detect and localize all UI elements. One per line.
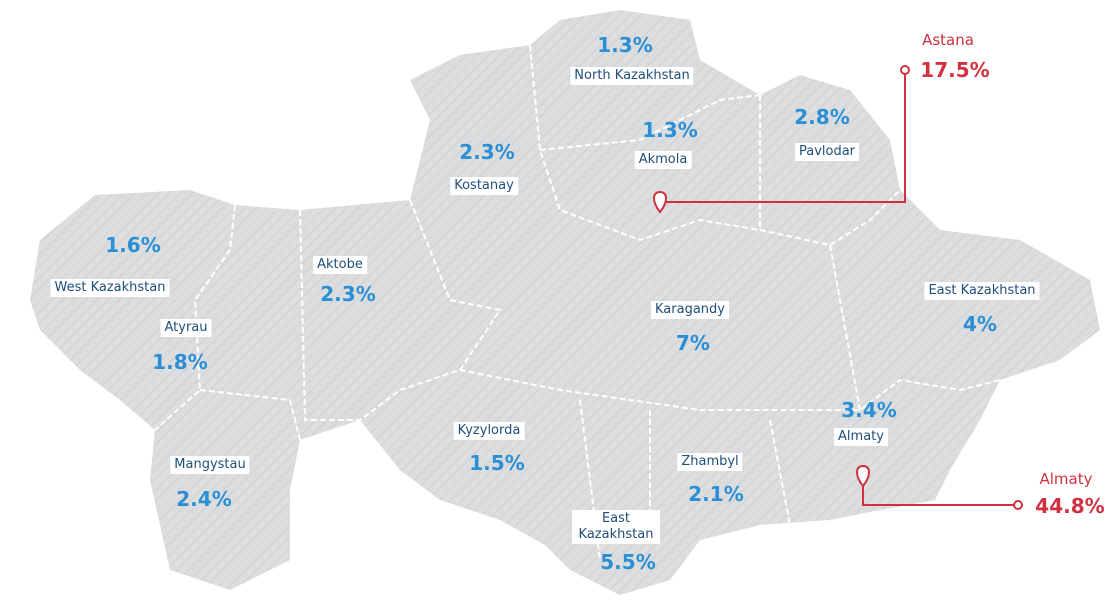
region-name: Aktobe [313, 256, 367, 274]
region-name: East Kazakhstan [572, 510, 660, 544]
city-share: 17.5% [920, 58, 990, 82]
region-share: 1.3% [642, 118, 698, 142]
region-share: 1.5% [469, 451, 525, 475]
almaty-leader [856, 464, 1023, 510]
region-name: Karagandy [651, 301, 729, 319]
region-share: 2.3% [320, 282, 376, 306]
region-share: 7% [676, 331, 710, 355]
city-name: Almaty [1039, 470, 1093, 488]
region-share: 1.6% [105, 233, 161, 257]
region-share: 4% [963, 312, 997, 336]
city-name: Astana [922, 31, 974, 49]
region-name: Akmola [634, 151, 692, 169]
region-name: Mangystau [170, 456, 250, 474]
region-share: 2.1% [688, 482, 744, 506]
region-name: Almaty [834, 428, 888, 446]
astana-leader [653, 65, 910, 214]
region-share: 2.4% [176, 487, 232, 511]
region-name: Zhambyl [677, 453, 743, 471]
region-share: 1.3% [597, 33, 653, 57]
region-name: West Kazakhstan [50, 279, 170, 297]
region-name: Atyrau [160, 319, 212, 337]
region-borders [154, 44, 1001, 561]
region-share: 1.8% [152, 350, 208, 374]
region-name: North Kazakhstan [570, 67, 694, 85]
region-share: 2.3% [459, 140, 515, 164]
region-share: 5.5% [600, 550, 656, 574]
region-name: Pavlodar [794, 143, 860, 161]
region-name: Kyzylorda [453, 422, 525, 440]
region-name: Kostanay [450, 177, 518, 195]
city-share: 44.8% [1035, 494, 1105, 518]
region-share: 2.8% [794, 105, 850, 129]
region-share: 3.4% [841, 398, 897, 422]
region-name: East Kazakhstan [924, 282, 1040, 300]
